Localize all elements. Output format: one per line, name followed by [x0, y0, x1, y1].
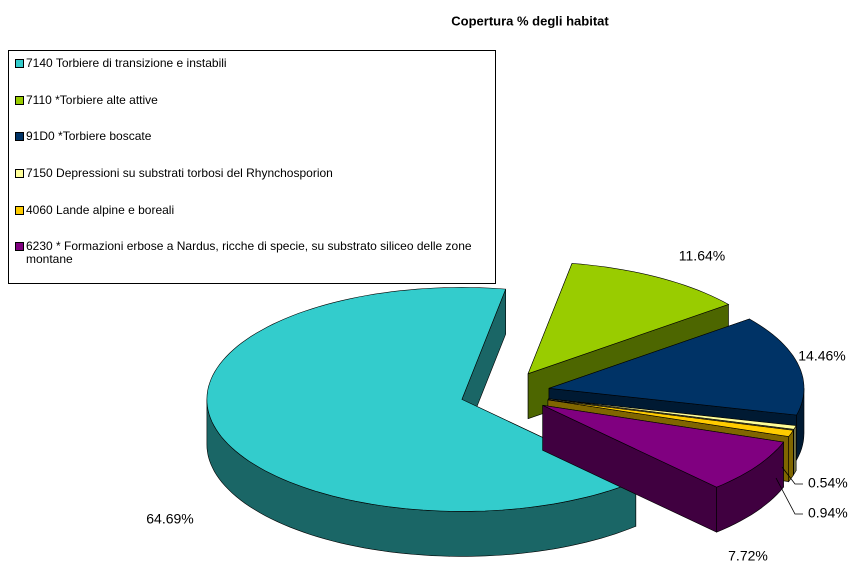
legend-label: 7140 Torbiere di transizione e instabili — [26, 56, 227, 70]
data-label: 7.72% — [728, 548, 768, 564]
legend-label: 6230 * Formazioni erbose a Nardus, ricch… — [26, 239, 472, 266]
legend-item: 7140 Torbiere di transizione e instabili — [15, 57, 485, 70]
legend-swatch — [15, 59, 24, 68]
pie-slice — [206, 287, 637, 512]
data-label: 11.64% — [679, 248, 725, 264]
legend: 7140 Torbiere di transizione e instabili… — [8, 50, 496, 284]
legend-item: 7150 Depressioni su substrati torbosi de… — [15, 167, 485, 180]
leader-line — [775, 477, 803, 515]
legend-label: 91D0 *Torbiere boscate — [26, 129, 152, 143]
legend-label: 7110 *Torbiere alte attive — [26, 93, 158, 107]
pie-slice — [548, 398, 797, 430]
legend-item: 6230 * Formazioni erbose a Nardus, ricch… — [15, 240, 485, 266]
legend-item: 7110 *Torbiere alte attive — [15, 94, 485, 107]
legend-item: 91D0 *Torbiere boscate — [15, 130, 485, 143]
leader-line — [781, 466, 803, 485]
legend-swatch — [15, 132, 24, 141]
data-label: 14.46% — [798, 348, 845, 364]
slice-wall — [788, 429, 794, 483]
pie-slice — [527, 263, 730, 375]
chart-title: Copertura % degli habitat — [451, 13, 609, 28]
data-label: 64.69% — [146, 511, 193, 527]
pie-slice — [548, 318, 805, 416]
legend-label: 4060 Lande alpine e boreali — [26, 203, 175, 217]
legend-swatch — [15, 169, 24, 178]
legend-swatch — [15, 96, 24, 105]
slice-wall — [793, 424, 797, 476]
legend-swatch — [15, 206, 24, 215]
legend-swatch — [15, 242, 24, 251]
data-label: 0.54% — [808, 475, 848, 491]
legend-item: 4060 Lande alpine e boreali — [15, 204, 485, 217]
data-label: 0.94% — [808, 505, 848, 521]
legend-label: 7150 Depressioni su substrati torbosi de… — [26, 166, 333, 180]
pie-slice — [547, 399, 794, 437]
pie-slice — [542, 405, 785, 488]
